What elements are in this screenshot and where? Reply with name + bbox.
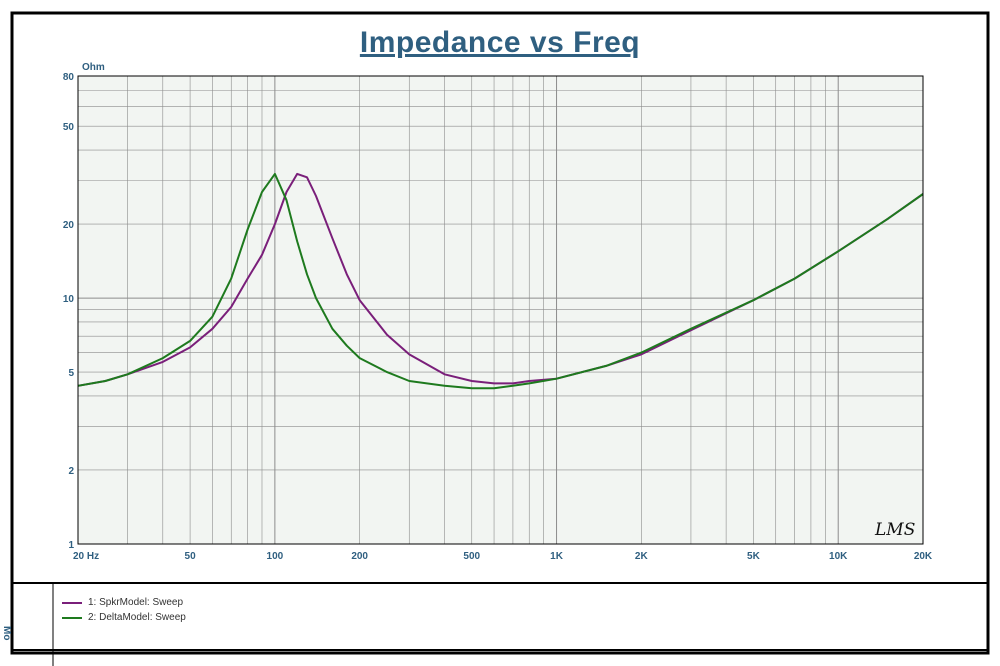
side-label: Mo xyxy=(1,626,12,641)
x-tick-label: 2K xyxy=(635,551,649,562)
x-tick-label: 500 xyxy=(463,551,480,562)
y-tick-label: 80 xyxy=(63,72,75,83)
y-tick-label: 2 xyxy=(68,466,74,477)
x-tick-label: 20K xyxy=(914,551,933,562)
x-tick-labels: 20 Hz 50 100 200 500 1K 2K 5K 10K 20K xyxy=(73,551,933,562)
legend: 1: SpkrModel: Sweep 2: DeltaModel: Sweep xyxy=(62,595,186,625)
x-tick-label: 100 xyxy=(267,551,284,562)
x-tick-label: 5K xyxy=(747,551,761,562)
series-layer xyxy=(77,172,924,390)
lms-watermark: LMS xyxy=(874,520,915,540)
x-tick-label: 10K xyxy=(829,551,848,562)
chart-title: Impedance vs Freq xyxy=(359,26,641,59)
x-tick-label: 20 Hz xyxy=(73,551,99,562)
plot-area xyxy=(78,76,923,544)
y-tick-labels: 1 2 5 10 20 50 80 xyxy=(63,72,75,551)
y-tick-label: 20 xyxy=(63,220,75,231)
x-tick-label: 50 xyxy=(185,551,197,562)
legend-label-spkr: 1: SpkrModel: Sweep xyxy=(88,597,184,608)
series-line-spkr xyxy=(77,172,924,387)
legend-label-delta: 2: DeltaModel: Sweep xyxy=(88,612,186,623)
legend-swatch-spkr xyxy=(62,601,82,604)
x-tick-label: 1K xyxy=(550,551,564,562)
y-tick-label: 5 xyxy=(68,368,74,379)
y-tick-label: 50 xyxy=(63,122,75,133)
plot-border xyxy=(77,75,924,545)
y-axis-unit-label: Ohm xyxy=(82,62,105,73)
legend-item-delta: 2: DeltaModel: Sweep xyxy=(62,610,186,625)
y-tick-label: 1 xyxy=(68,540,74,551)
x-tick-label: 200 xyxy=(351,551,368,562)
y-tick-label: 10 xyxy=(63,294,75,305)
legend-item-spkr: 1: SpkrModel: Sweep xyxy=(62,595,186,610)
series-line-delta xyxy=(77,172,924,390)
legend-swatch-delta xyxy=(62,616,82,619)
